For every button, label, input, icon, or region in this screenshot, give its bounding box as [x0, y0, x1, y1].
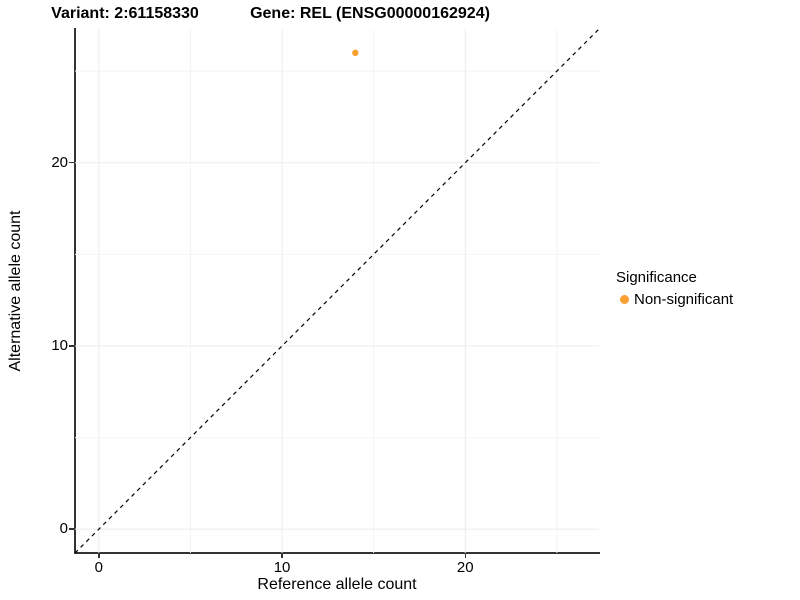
- x-axis-line: [74, 552, 600, 554]
- gene-title: Gene: REL (ENSG00000162924): [250, 5, 490, 22]
- x-tick-label: 10: [273, 559, 291, 576]
- y-axis-title: Alternative allele count: [7, 210, 24, 372]
- plot-panel: [75, 29, 599, 553]
- identity-line: [75, 29, 599, 553]
- legend-item-label: Non-significant: [634, 291, 734, 308]
- x-tick-mark: [98, 553, 100, 558]
- y-tick-mark: [69, 345, 74, 347]
- legend: Significance Non-significant: [616, 268, 733, 309]
- variant-title: Variant: 2:61158330: [51, 5, 199, 22]
- legend-item: Non-significant: [616, 290, 733, 309]
- x-tick-mark: [281, 553, 283, 558]
- y-tick-label: 10: [51, 336, 68, 354]
- x-axis-title: Reference allele count: [257, 576, 417, 593]
- legend-title: Significance: [616, 269, 697, 286]
- legend-point-icon: [620, 295, 629, 304]
- y-axis-line: [74, 28, 76, 554]
- y-tick-mark: [69, 161, 74, 164]
- y-tick-mark: [69, 528, 74, 530]
- x-tick-label: 20: [456, 559, 474, 576]
- x-tick-label: 0: [94, 559, 103, 576]
- y-tick-label: 20: [51, 153, 68, 171]
- x-tick-mark: [464, 553, 466, 558]
- y-tick-label: 0: [59, 520, 68, 538]
- data-point: [352, 49, 359, 57]
